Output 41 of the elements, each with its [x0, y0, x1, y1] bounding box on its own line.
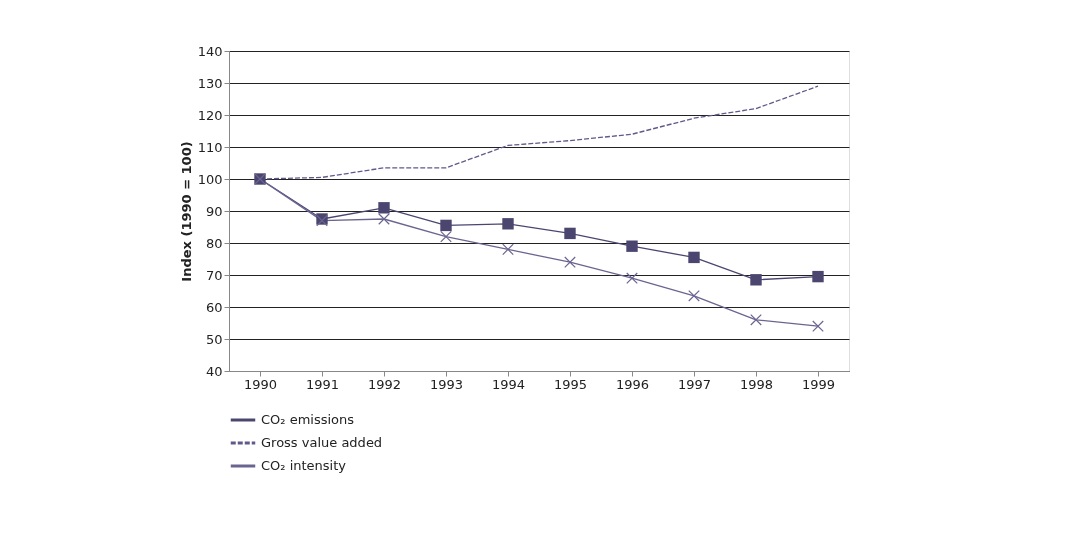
point: [502, 218, 514, 230]
x-tick-label: 1998: [739, 376, 774, 392]
y-tick-label: 40: [205, 363, 223, 379]
x-tick-label: 1997: [677, 376, 712, 392]
y-tick-label: 90: [205, 203, 223, 219]
legend-label: CO₂ emissions: [261, 412, 355, 427]
x-tick-label: 1999: [801, 376, 836, 392]
point: [750, 313, 762, 326]
x-tick-label: 1992: [367, 376, 402, 392]
point: [502, 243, 514, 256]
point: [812, 270, 824, 283]
x-tick-label: 1991: [305, 376, 340, 392]
point: [564, 227, 576, 240]
y-tick-label: 60: [205, 299, 223, 315]
point: [440, 230, 452, 243]
x-tick-label: 1996: [615, 376, 650, 392]
x-tick-label: 1993: [429, 376, 464, 392]
x-tick-label: 1995: [553, 376, 588, 392]
point: [626, 272, 638, 285]
point: [440, 219, 452, 232]
point: [812, 320, 824, 333]
point: [626, 240, 638, 252]
point: [688, 289, 700, 302]
y-tick-label: 70: [205, 267, 223, 283]
x-tick-label: 1994: [491, 376, 526, 392]
legend-label: CO₂ intensity: [261, 458, 347, 473]
y-tick-label: 100: [197, 171, 223, 187]
point: [750, 274, 762, 286]
y-tick-label: 80: [205, 235, 223, 251]
point: [564, 256, 576, 269]
y-tick-label: 120: [197, 107, 223, 123]
y-tick-label: 140: [197, 43, 223, 59]
y-tick-label: 50: [205, 331, 223, 347]
y-tick-label: 130: [197, 75, 223, 91]
x-tick-label: 1990: [243, 376, 278, 392]
point: [378, 202, 390, 214]
y-axis-title: Index (1990 = 100): [178, 141, 194, 282]
y-tick-label: 110: [197, 139, 223, 155]
legend-label: Gross value added: [261, 435, 383, 450]
point: [688, 251, 700, 264]
point: [378, 213, 390, 225]
